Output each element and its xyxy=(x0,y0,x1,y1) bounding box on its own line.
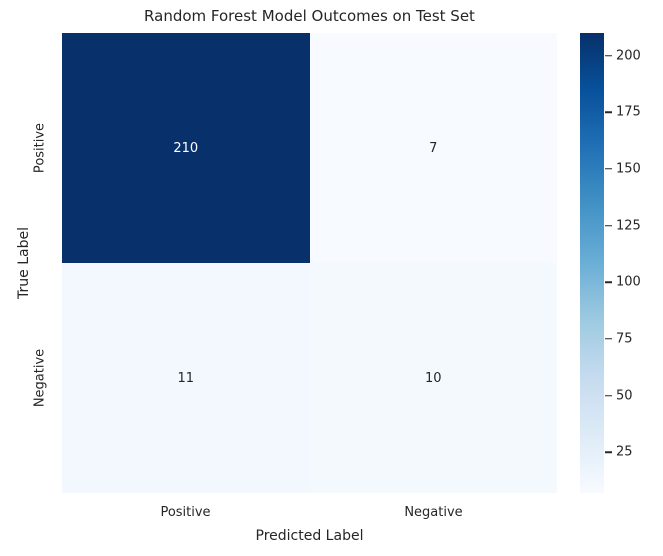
colorbar-tick-label: 200 xyxy=(616,48,641,64)
heatmap-cell: 210 xyxy=(62,33,310,263)
colorbar-tick-label: 25 xyxy=(616,444,633,460)
colorbar-tick-label: 175 xyxy=(616,104,641,120)
colorbar-tick-mark xyxy=(605,394,612,397)
cell-value: 10 xyxy=(424,370,442,386)
y-tick-label-positive: Positive xyxy=(32,122,48,174)
colorbar-tick-label: 75 xyxy=(616,331,633,347)
x-axis-label: Predicted Label xyxy=(255,528,364,544)
heatmap: 210 7 11 10 xyxy=(62,33,557,493)
colorbar-tick-mark xyxy=(605,111,612,114)
y-tick-label-negative: Negative xyxy=(32,348,48,408)
colorbar-tick-label: 150 xyxy=(616,161,641,177)
cell-value: 11 xyxy=(177,370,195,386)
heatmap-cell: 10 xyxy=(309,263,557,493)
heatmap-cell: 7 xyxy=(309,33,557,263)
x-tick-label-negative: Negative xyxy=(404,505,463,520)
colorbar-tick-mark xyxy=(605,54,612,57)
colorbar-tick-label: 50 xyxy=(616,388,633,404)
colorbar-tick-label: 100 xyxy=(616,274,641,290)
colorbar-tick-mark xyxy=(605,338,612,340)
colorbar-tick-mark xyxy=(605,281,612,283)
x-tick-label-positive: Positive xyxy=(160,505,211,520)
colorbar-gradient xyxy=(580,33,604,493)
heatmap-cell: 11 xyxy=(62,263,310,493)
colorbar-tick-mark xyxy=(605,451,612,453)
cell-value: 210 xyxy=(173,140,199,156)
colorbar-tick-mark xyxy=(605,168,612,170)
chart-title: Random Forest Model Outcomes on Test Set xyxy=(144,7,475,25)
y-axis-label: True Label xyxy=(16,227,32,299)
colorbar-tick-label: 125 xyxy=(616,218,641,234)
cell-value: 7 xyxy=(429,140,438,156)
colorbar-tick-mark xyxy=(605,224,612,227)
